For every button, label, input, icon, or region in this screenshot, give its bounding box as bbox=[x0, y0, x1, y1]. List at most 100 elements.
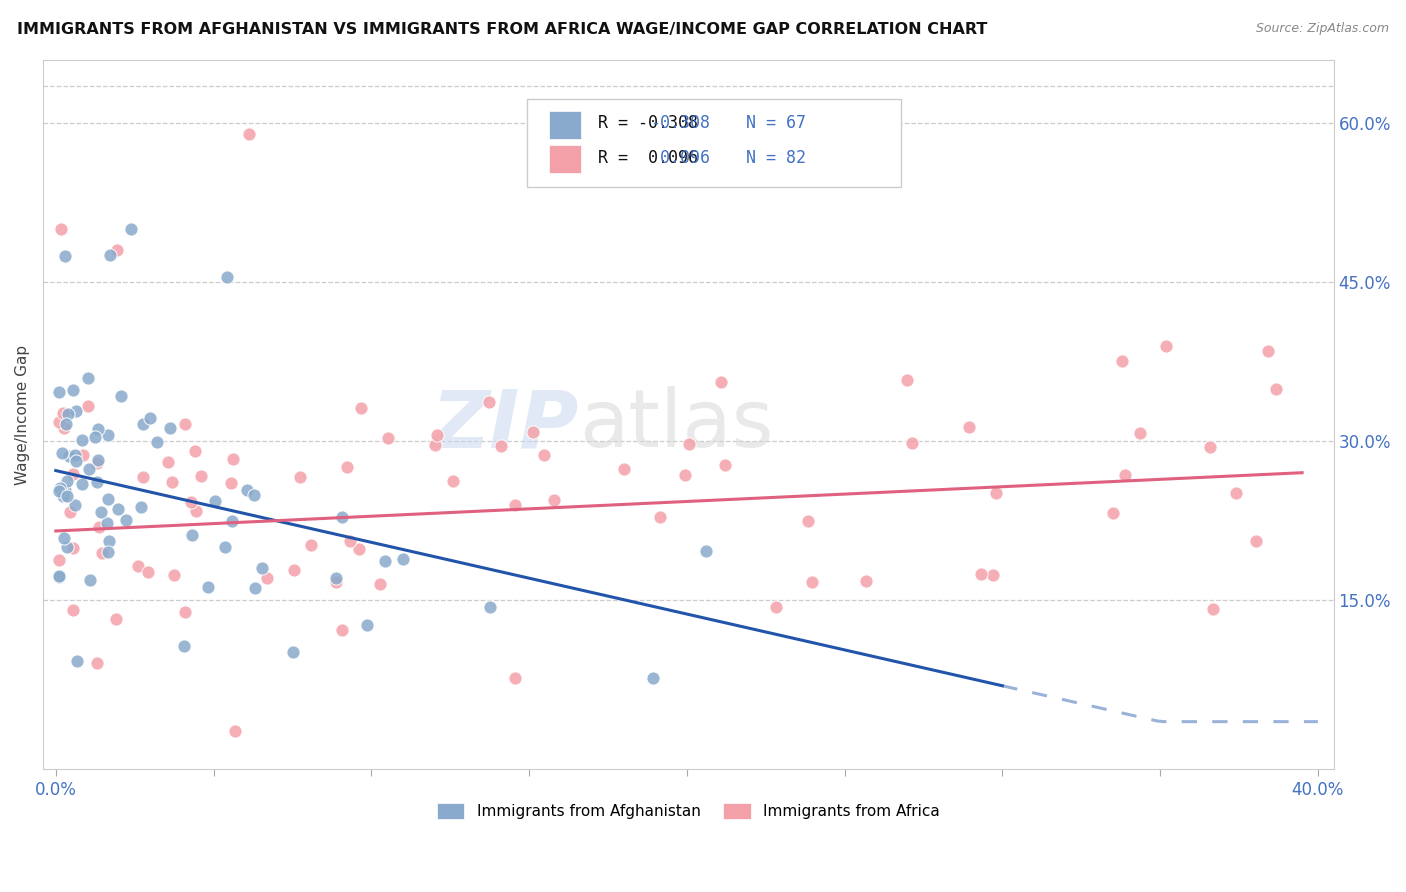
Point bbox=[52, 489, 75, 503]
Point bbox=[221, 515, 243, 529]
Point bbox=[55, 249, 77, 263]
Point bbox=[648, 510, 671, 524]
Point bbox=[391, 552, 413, 566]
Point bbox=[325, 571, 347, 585]
Point bbox=[157, 455, 180, 469]
Point bbox=[104, 611, 127, 625]
Point bbox=[347, 541, 370, 556]
Legend: Immigrants from Afghanistan, Immigrants from Africa: Immigrants from Afghanistan, Immigrants … bbox=[430, 797, 946, 825]
Point bbox=[48, 552, 70, 566]
Point bbox=[1111, 354, 1133, 368]
Point bbox=[65, 404, 87, 418]
Point bbox=[62, 541, 84, 556]
Text: atlas: atlas bbox=[579, 386, 773, 464]
Point bbox=[62, 467, 84, 482]
Point bbox=[984, 486, 1007, 500]
Point bbox=[98, 248, 121, 262]
Text: IMMIGRANTS FROM AFGHANISTAN VS IMMIGRANTS FROM AFRICA WAGE/INCOME GAP CORRELATIO: IMMIGRANTS FROM AFGHANISTAN VS IMMIGRANT… bbox=[17, 22, 987, 37]
Point bbox=[765, 599, 787, 614]
Point bbox=[77, 462, 100, 476]
Point bbox=[86, 456, 108, 470]
Point bbox=[425, 437, 447, 451]
Point bbox=[48, 569, 70, 583]
Point bbox=[204, 493, 226, 508]
Point bbox=[901, 436, 924, 450]
Point bbox=[56, 489, 79, 503]
Y-axis label: Wage/Income Gap: Wage/Income Gap bbox=[15, 344, 30, 484]
Text: N = 67: N = 67 bbox=[747, 114, 807, 133]
Point bbox=[299, 538, 322, 552]
Point bbox=[48, 416, 70, 430]
Point bbox=[1257, 344, 1279, 359]
Point bbox=[184, 504, 207, 518]
Point bbox=[479, 600, 502, 615]
Point bbox=[72, 433, 94, 447]
Point bbox=[48, 484, 70, 499]
Point bbox=[522, 425, 544, 439]
Point bbox=[533, 448, 555, 462]
Point bbox=[51, 222, 73, 236]
Point bbox=[1202, 602, 1225, 616]
Point bbox=[70, 476, 93, 491]
Point bbox=[184, 444, 207, 458]
Point bbox=[714, 458, 737, 473]
Point bbox=[96, 516, 118, 531]
Point bbox=[86, 453, 108, 467]
Point bbox=[441, 474, 464, 488]
Point bbox=[330, 623, 353, 637]
Point bbox=[336, 460, 359, 475]
Point bbox=[190, 469, 212, 483]
Point bbox=[710, 375, 733, 389]
Text: -0.308: -0.308 bbox=[650, 114, 710, 133]
Point bbox=[219, 476, 242, 491]
Point bbox=[1265, 382, 1288, 396]
Point bbox=[90, 505, 112, 519]
Point bbox=[1154, 339, 1177, 353]
Point bbox=[1114, 468, 1136, 483]
Point bbox=[96, 544, 118, 558]
Point bbox=[800, 574, 823, 589]
Point bbox=[374, 554, 396, 568]
Text: N = 82: N = 82 bbox=[747, 149, 807, 167]
Point bbox=[87, 422, 110, 436]
Point bbox=[222, 451, 245, 466]
Point bbox=[110, 389, 132, 403]
Point bbox=[197, 580, 219, 594]
Point bbox=[673, 467, 696, 482]
Point bbox=[163, 567, 186, 582]
Text: 0.096: 0.096 bbox=[650, 149, 710, 167]
Point bbox=[330, 509, 353, 524]
Point bbox=[174, 605, 197, 619]
Point bbox=[214, 541, 236, 555]
Point bbox=[62, 603, 84, 617]
Point bbox=[53, 421, 76, 435]
Point bbox=[79, 573, 101, 587]
Point bbox=[503, 498, 526, 512]
Point bbox=[97, 491, 120, 506]
Point bbox=[250, 560, 273, 574]
Point bbox=[356, 617, 378, 632]
Point bbox=[65, 448, 87, 462]
Point bbox=[238, 127, 260, 141]
Point bbox=[489, 439, 512, 453]
Point bbox=[236, 483, 259, 497]
Point bbox=[53, 532, 76, 546]
Point bbox=[283, 563, 305, 577]
Point bbox=[91, 545, 114, 559]
Point bbox=[105, 244, 128, 258]
Point bbox=[1246, 533, 1268, 548]
Point bbox=[146, 435, 169, 450]
Point bbox=[957, 420, 980, 434]
Point bbox=[368, 577, 391, 591]
Point bbox=[797, 514, 820, 528]
Point bbox=[55, 417, 77, 432]
Point bbox=[159, 420, 181, 434]
Point bbox=[339, 534, 361, 549]
Point bbox=[477, 394, 499, 409]
Point bbox=[543, 493, 565, 508]
Point bbox=[132, 417, 155, 432]
Point bbox=[678, 437, 700, 451]
Point bbox=[173, 417, 195, 432]
FancyBboxPatch shape bbox=[550, 111, 581, 139]
Point bbox=[97, 534, 120, 549]
